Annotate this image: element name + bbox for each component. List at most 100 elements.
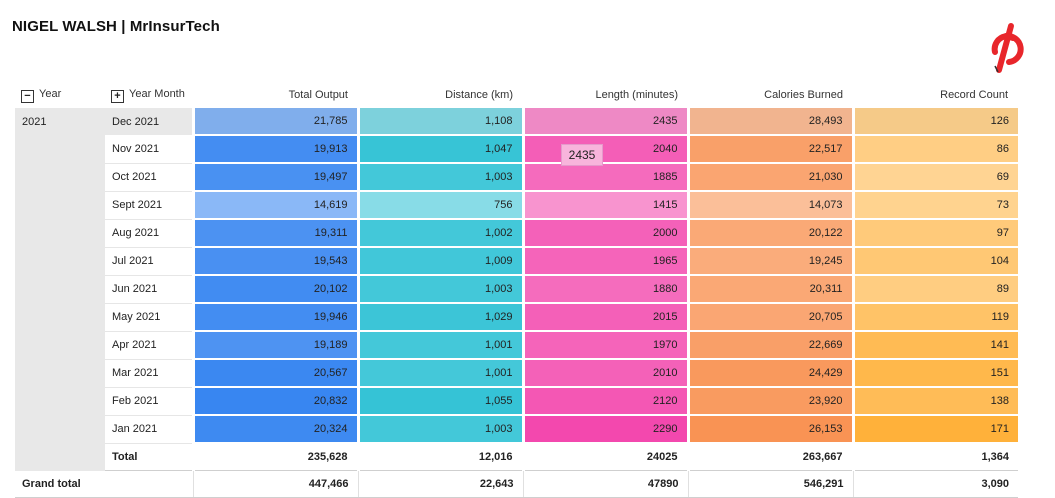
table-row[interactable]: Nov 2021 19,913 1,047 2040 22,517 86 bbox=[15, 135, 1018, 164]
metric-cell-total-output[interactable]: 19,497 bbox=[191, 163, 358, 192]
metric-cell-length[interactable]: 2010 bbox=[521, 359, 688, 388]
table-row[interactable]: Oct 2021 19,497 1,003 1885 21,030 69 bbox=[15, 163, 1018, 192]
metric-cell-length[interactable]: 2120 bbox=[521, 387, 688, 416]
month-cell: Feb 2021 bbox=[105, 387, 193, 416]
month-cell: Jul 2021 bbox=[105, 247, 193, 276]
year-cell: 2021 bbox=[15, 108, 105, 471]
metric-cell-calories[interactable]: 24,429 bbox=[686, 359, 853, 388]
collapse-icon[interactable]: − bbox=[21, 89, 34, 103]
metric-cell-total-output[interactable]: 20,324 bbox=[191, 415, 358, 444]
metric-cell-distance[interactable]: 1,055 bbox=[356, 387, 523, 416]
metric-cell-distance[interactable]: 1,001 bbox=[356, 359, 523, 388]
metric-cell-total-output[interactable]: 20,102 bbox=[191, 275, 358, 304]
metric-cell-distance[interactable]: 1,108 bbox=[356, 108, 523, 136]
metric-cell-calories[interactable]: 22,517 bbox=[686, 135, 853, 164]
metric-cell-length[interactable]: 1415 bbox=[521, 191, 688, 220]
metric-cell-total-output[interactable]: 19,311 bbox=[191, 219, 358, 248]
metric-cell-record-count[interactable]: 171 bbox=[851, 415, 1018, 444]
metric-cell-length[interactable]: 1880 bbox=[521, 275, 688, 304]
metric-cell-length[interactable]: 2290 bbox=[521, 415, 688, 444]
metric-cell-record-count[interactable]: 86 bbox=[851, 135, 1018, 164]
metric-cell-total-output[interactable]: 19,913 bbox=[191, 135, 358, 164]
total-cell-record-count: 1,364 bbox=[851, 443, 1018, 471]
metric-cell-distance[interactable]: 1,003 bbox=[356, 163, 523, 192]
metric-cell-total-output[interactable]: 21,785 bbox=[191, 108, 358, 136]
metric-cell-distance[interactable]: 1,047 bbox=[356, 135, 523, 164]
metric-cell-total-output[interactable]: 19,946 bbox=[191, 303, 358, 332]
month-cell: Sept 2021 bbox=[105, 191, 193, 220]
metric-cell-record-count[interactable]: 126 bbox=[851, 108, 1018, 136]
metric-cell-distance[interactable]: 1,001 bbox=[356, 331, 523, 360]
metric-cell-total-output[interactable]: 14,619 bbox=[191, 191, 358, 220]
metric-cell-total-output[interactable]: 19,543 bbox=[191, 247, 358, 276]
month-cell: Dec 2021 bbox=[105, 108, 193, 135]
total-cell-total-output: 235,628 bbox=[191, 443, 358, 471]
distance-header[interactable]: Distance (km) bbox=[445, 89, 513, 101]
metric-cell-length[interactable]: 2040 bbox=[521, 135, 688, 164]
table-row[interactable]: 2021 Dec 2021 21,785 1,108 2435 28,493 126 bbox=[15, 108, 1018, 471]
grand-total-row: Grand total 447,466 22,643 47890 546,291 3,09… bbox=[15, 470, 1018, 498]
metric-cell-record-count[interactable]: 73 bbox=[851, 191, 1018, 220]
calories-header[interactable]: Calories Burned bbox=[764, 89, 843, 101]
metric-cell-length[interactable]: 1965 bbox=[521, 247, 688, 276]
table-row[interactable]: Sept 2021 14,619 756 1415 14,073 73 bbox=[15, 191, 1018, 220]
metric-cell-length[interactable]: 1885 bbox=[521, 163, 688, 192]
metric-cell-total-output[interactable]: 19,189 bbox=[191, 331, 358, 360]
year-header[interactable]: − Year bbox=[15, 82, 105, 108]
metric-cell-distance[interactable]: 1,009 bbox=[356, 247, 523, 276]
table-row[interactable]: Jun 2021 20,102 1,003 1880 20,311 89 bbox=[15, 275, 1018, 304]
total-label: Total bbox=[105, 443, 193, 471]
month-cell: Apr 2021 bbox=[105, 331, 193, 360]
total-output-header[interactable]: Total Output bbox=[288, 89, 348, 101]
table-row[interactable]: May 2021 19,946 1,029 2015 20,705 119 bbox=[15, 303, 1018, 332]
table-row[interactable]: Jan 2021 20,324 1,003 2290 26,153 171 bbox=[15, 415, 1018, 444]
month-cell: Jan 2021 bbox=[105, 415, 193, 444]
metric-cell-record-count[interactable]: 138 bbox=[851, 387, 1018, 416]
metric-cell-calories[interactable]: 26,153 bbox=[686, 415, 853, 444]
table-row[interactable]: Mar 2021 20,567 1,001 2010 24,429 151 bbox=[15, 359, 1018, 388]
total-row: Total 235,628 12,016 24025 263,667 1,364 bbox=[15, 443, 1018, 471]
total-cell-length: 24025 bbox=[521, 443, 688, 471]
metric-cell-length[interactable]: 2015 bbox=[521, 303, 688, 332]
metric-cell-length[interactable]: 2435 bbox=[521, 108, 688, 136]
metric-cell-total-output[interactable]: 20,832 bbox=[191, 387, 358, 416]
table-row[interactable]: Jul 2021 19,543 1,009 1965 19,245 104 bbox=[15, 247, 1018, 276]
record-count-header[interactable]: Record Count bbox=[940, 89, 1008, 101]
grand-total-cell-length: 47890 bbox=[522, 470, 688, 498]
month-cell: Jun 2021 bbox=[105, 275, 193, 304]
table-row[interactable]: Feb 2021 20,832 1,055 2120 23,920 138 bbox=[15, 387, 1018, 416]
metric-cell-distance[interactable]: 1,003 bbox=[356, 415, 523, 444]
header-row: − Year + Year Month Total Output Distance … bbox=[15, 82, 1018, 108]
month-cell: Mar 2021 bbox=[105, 359, 193, 388]
metric-cell-calories[interactable]: 22,669 bbox=[686, 331, 853, 360]
metric-cell-total-output[interactable]: 20,567 bbox=[191, 359, 358, 388]
metric-cell-length[interactable]: 1970 bbox=[521, 331, 688, 360]
metric-cell-calories[interactable]: 19,245 bbox=[686, 247, 853, 276]
year-month-header[interactable]: + Year Month bbox=[105, 82, 193, 108]
length-header[interactable]: Length (minutes) bbox=[595, 89, 678, 101]
metric-cell-calories[interactable]: 28,493 bbox=[686, 108, 853, 136]
metric-cell-calories[interactable]: 20,311 bbox=[686, 275, 853, 304]
metric-cell-distance[interactable]: 1,002 bbox=[356, 219, 523, 248]
metric-cell-record-count[interactable]: 69 bbox=[851, 163, 1018, 192]
metric-cell-calories[interactable]: 21,030 bbox=[686, 163, 853, 192]
metric-cell-record-count[interactable]: 89 bbox=[851, 275, 1018, 304]
total-cell-calories: 263,667 bbox=[686, 443, 853, 471]
metric-cell-record-count[interactable]: 141 bbox=[851, 331, 1018, 360]
metric-cell-calories[interactable]: 14,073 bbox=[686, 191, 853, 220]
grand-total-cell-record-count: 3,090 bbox=[852, 470, 1018, 498]
metric-cell-calories[interactable]: 20,705 bbox=[686, 303, 853, 332]
metric-cell-record-count[interactable]: 97 bbox=[851, 219, 1018, 248]
metric-cell-record-count[interactable]: 104 bbox=[851, 247, 1018, 276]
metric-cell-distance[interactable]: 1,003 bbox=[356, 275, 523, 304]
table-row[interactable]: Aug 2021 19,311 1,002 2000 20,122 97 bbox=[15, 219, 1018, 248]
expand-icon[interactable]: + bbox=[111, 89, 124, 103]
metric-cell-record-count[interactable]: 119 bbox=[851, 303, 1018, 332]
metric-cell-length[interactable]: 2000 bbox=[521, 219, 688, 248]
metric-cell-record-count[interactable]: 151 bbox=[851, 359, 1018, 388]
metric-cell-distance[interactable]: 1,029 bbox=[356, 303, 523, 332]
metric-cell-distance[interactable]: 756 bbox=[356, 191, 523, 220]
table-row[interactable]: Apr 2021 19,189 1,001 1970 22,669 141 bbox=[15, 331, 1018, 360]
metric-cell-calories[interactable]: 23,920 bbox=[686, 387, 853, 416]
metric-cell-calories[interactable]: 20,122 bbox=[686, 219, 853, 248]
